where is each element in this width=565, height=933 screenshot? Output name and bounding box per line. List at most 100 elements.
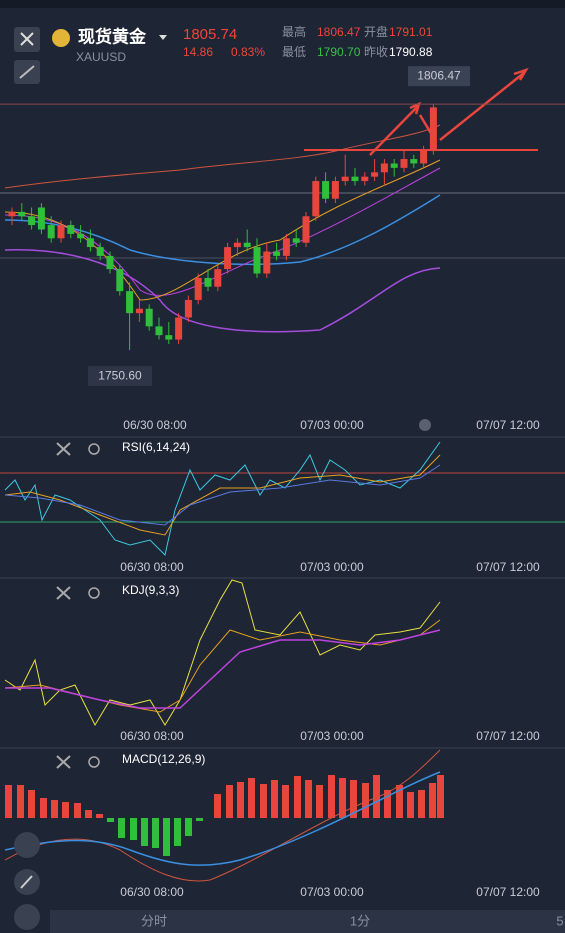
close-indicator[interactable] [56, 442, 71, 456]
candle-body [390, 163, 398, 168]
scroll-handle[interactable] [419, 419, 431, 431]
label-box [88, 366, 152, 387]
candle-body [341, 176, 349, 182]
ma-line [4, 167, 441, 296]
x-label: 07/03 00:00 [300, 729, 364, 743]
candle-body [429, 107, 437, 151]
stat-label: 最低 [282, 45, 306, 59]
candle-body [67, 225, 75, 234]
indicator-label: KDJ(9,3,3) [122, 583, 179, 597]
x-label: 07/07 12:00 [476, 885, 540, 899]
x-label: 07/07 12:00 [476, 729, 540, 743]
candle-body [47, 225, 55, 239]
candle-body [184, 299, 192, 318]
candle-body [214, 269, 222, 287]
indicator-label: RSI(6,14,24) [122, 440, 190, 454]
symbol-name[interactable]: 现货黄金 [78, 26, 147, 46]
tool-button[interactable] [14, 904, 40, 930]
candle-body [410, 159, 418, 164]
stat-value: 1806.47 [317, 25, 361, 39]
gold-icon [52, 29, 70, 47]
candle-body [116, 269, 124, 292]
candle-body [331, 181, 339, 199]
settings-icon[interactable] [88, 756, 100, 768]
stat-label: 开盘 [364, 24, 388, 39]
ma-line [4, 159, 441, 301]
change-pct: 0.83% [231, 45, 265, 59]
candles [8, 104, 437, 351]
settings-icon[interactable] [88, 443, 100, 455]
candle-body [302, 216, 310, 243]
x-label: 06/30 08:00 [120, 560, 184, 574]
symbol-code: XAUUSD [76, 50, 126, 64]
rsi-line [4, 464, 441, 526]
candle-body [165, 335, 173, 340]
band-lower [4, 249, 441, 333]
tab[interactable]: 1分 [350, 913, 370, 928]
candle-body [135, 308, 143, 314]
candle-body [420, 150, 428, 164]
collapse-icon [19, 65, 35, 79]
tab[interactable]: 5 [556, 913, 563, 928]
low-label: 1750.60 [98, 368, 142, 382]
candle-body [175, 317, 183, 340]
x-label: 06/30 08:00 [123, 418, 187, 432]
stat-value: 1791.01 [389, 25, 433, 39]
candle-body [233, 242, 241, 248]
stat-value: 1790.70 [317, 45, 361, 59]
kdj-d [5, 629, 441, 709]
candle-body [292, 238, 300, 243]
candle-body [8, 211, 16, 217]
indicator-label: MACD(12,26,9) [122, 752, 205, 766]
close-icon [20, 32, 34, 46]
kdj-j [4, 579, 441, 727]
ma-line [4, 194, 441, 266]
top-strip [0, 0, 565, 8]
rsi-line [4, 441, 441, 556]
candle-body [243, 242, 251, 248]
candle-body [96, 247, 104, 256]
x-label: 07/03 00:00 [300, 560, 364, 574]
candle-body [361, 176, 369, 182]
tool-button[interactable] [14, 832, 40, 858]
candle-body [224, 247, 232, 270]
candle-body [57, 225, 65, 239]
close-indicator[interactable] [56, 586, 71, 600]
pen-icon [20, 875, 33, 889]
candle-body [273, 251, 281, 256]
candle-body [77, 233, 85, 239]
candle-body [155, 326, 163, 336]
change: 14.86 [183, 45, 213, 59]
candle-body [86, 238, 94, 248]
candle-body [106, 255, 114, 270]
macd-dea [4, 771, 441, 866]
candle-body [253, 247, 261, 274]
x-label: 06/30 08:00 [120, 729, 184, 743]
candle-body [400, 159, 408, 168]
x-label: 06/30 08:00 [120, 885, 184, 899]
stat-value: 1790.88 [389, 45, 433, 59]
high-label: 1806.47 [417, 68, 461, 82]
candle-body [204, 277, 212, 287]
candle-body [312, 181, 320, 217]
candle-body [194, 277, 202, 300]
stat-label: 最高 [282, 24, 306, 39]
candle-body [282, 238, 290, 256]
dropdown[interactable] [159, 35, 167, 40]
x-label: 07/07 12:00 [476, 418, 540, 432]
candle-body [380, 163, 388, 173]
tab[interactable]: 分时 [141, 913, 167, 928]
close-indicator[interactable] [56, 755, 71, 769]
settings-icon[interactable] [88, 587, 100, 599]
price: 1805.74 [183, 26, 237, 43]
candle-body [28, 216, 36, 226]
candle-body [263, 251, 271, 274]
label-box [408, 66, 470, 87]
macd-dif [4, 749, 441, 882]
x-label: 07/07 12:00 [476, 560, 540, 574]
candle-body [145, 308, 153, 327]
candle-body [322, 181, 330, 199]
